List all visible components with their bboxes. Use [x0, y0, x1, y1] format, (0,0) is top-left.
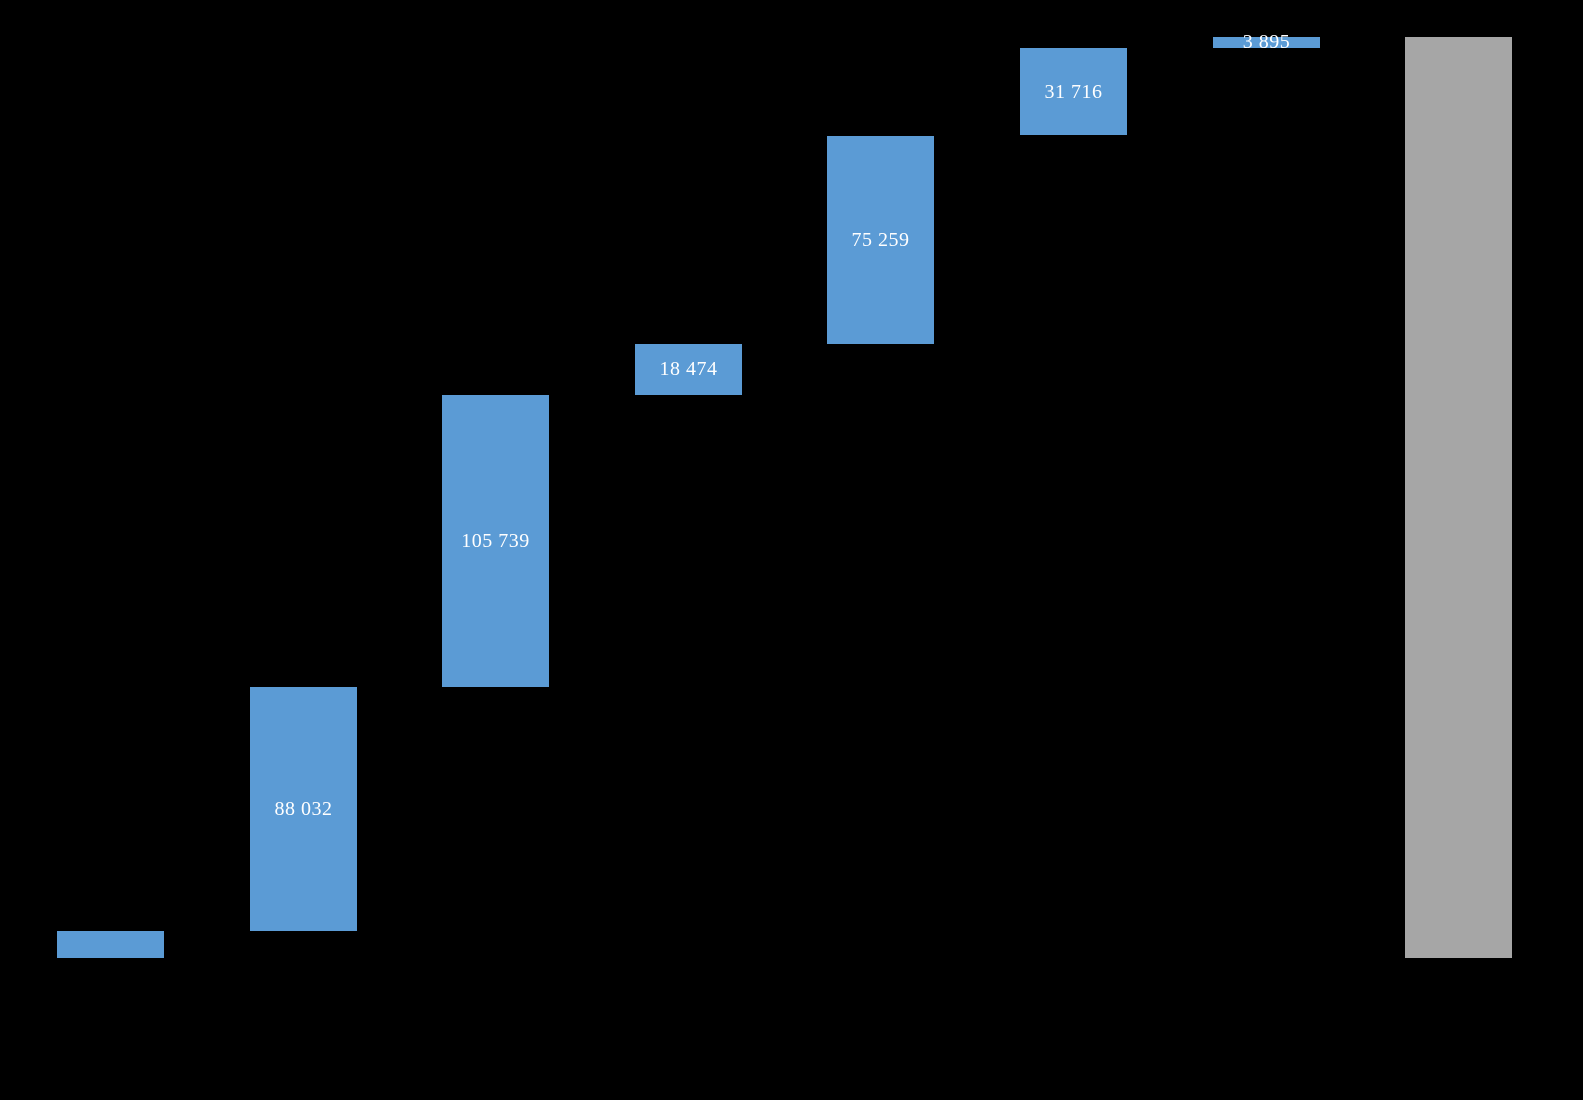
- waterfall-increment-bar: 18 474: [635, 343, 742, 395]
- bar-label: 105 739: [461, 530, 530, 553]
- waterfall-increment-bar: [57, 930, 164, 958]
- waterfall-total-bar: [1405, 37, 1512, 958]
- waterfall-increment-bar: 88 032: [250, 687, 357, 931]
- waterfall-increment-bar: 3 895: [1213, 32, 1320, 52]
- bar-label: 3 895: [1242, 31, 1291, 54]
- waterfall-increment-bar: 105 739: [442, 394, 549, 688]
- waterfall-increment-bar: 31 716: [1020, 47, 1127, 136]
- bar-label: 18 474: [659, 358, 718, 381]
- bar-label: 31 716: [1044, 80, 1103, 103]
- bar-label: 75 259: [851, 228, 910, 251]
- waterfall-increment-bar: 75 259: [827, 135, 934, 344]
- bar-label: 88 032: [274, 798, 333, 821]
